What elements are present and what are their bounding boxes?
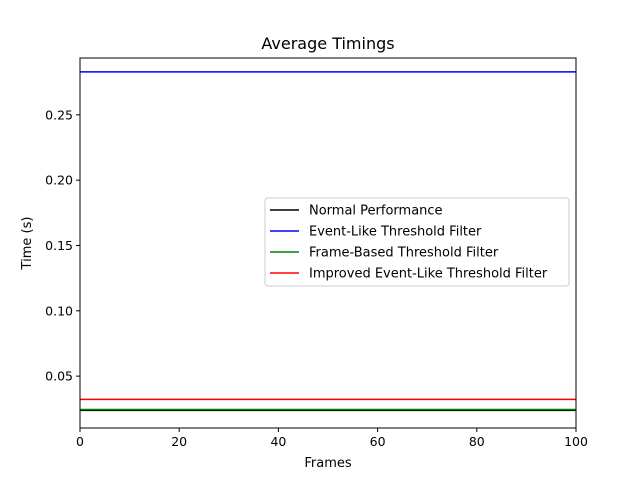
series-layer [80,71,576,412]
plot-frame [79,57,577,429]
chart-title: Average Timings [261,34,394,53]
legend-box [264,197,570,287]
legend: Normal Performance Event-Like Threshold F… [264,197,570,287]
x-tick-label: 60 [370,434,386,449]
y-tick-label: 0.15 [45,238,73,253]
x-tick-label: 100 [564,434,588,449]
y-tick-label: 0.05 [45,369,73,384]
x-axis: 0 20 40 60 80 100 [76,428,588,449]
x-tick-label: 20 [171,434,187,449]
x-axis-label: Frames [304,456,352,471]
x-tick-label: 0 [76,434,84,449]
y-tick-label: 0.10 [45,303,73,318]
legend-label-2: Frame-Based Threshold Filter [309,246,499,261]
y-tick-label: 0.25 [45,107,73,122]
legend-label-3: Improved Event-Like Threshold Filter [309,267,548,282]
x-tick-label: 40 [270,434,286,449]
y-axis: 0.05 0.10 0.15 0.20 0.25 [45,107,80,384]
x-tick-label: 80 [469,434,485,449]
legend-label-0: Normal Performance [309,204,443,219]
y-tick-label: 0.20 [45,173,73,188]
y-axis-label: Time (s) [20,217,35,271]
legend-label-1: Event-Like Threshold Filter [309,225,482,240]
